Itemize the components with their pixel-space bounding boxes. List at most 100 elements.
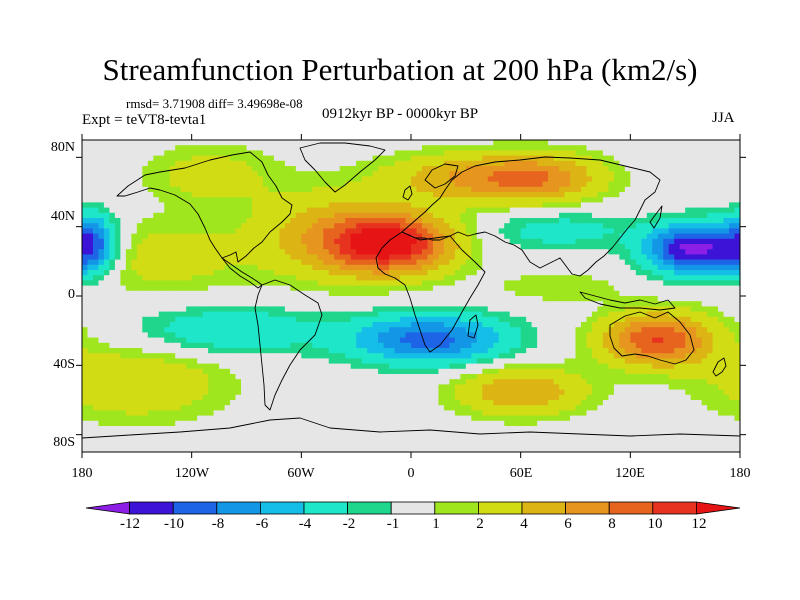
field-cell bbox=[652, 186, 659, 193]
field-cell bbox=[696, 238, 703, 245]
field-cell bbox=[290, 353, 297, 359]
field-cell bbox=[103, 254, 111, 261]
field-cell bbox=[213, 316, 220, 323]
field-cell bbox=[515, 140, 522, 146]
field-cell bbox=[202, 140, 209, 146]
field-cell bbox=[109, 348, 116, 354]
field-cell bbox=[482, 197, 489, 203]
field-cell bbox=[389, 280, 396, 287]
field-cell bbox=[729, 254, 736, 261]
field-cell bbox=[251, 228, 259, 235]
field-cell bbox=[164, 290, 171, 297]
field-cell bbox=[548, 342, 555, 349]
field-cell bbox=[416, 275, 423, 281]
field-cell bbox=[224, 301, 231, 307]
field-cell bbox=[219, 322, 226, 328]
field-cell bbox=[411, 186, 418, 193]
field-cell bbox=[411, 254, 418, 261]
field-cell bbox=[586, 275, 593, 281]
field-cell bbox=[471, 264, 478, 271]
field-cell bbox=[482, 290, 489, 297]
field-cell bbox=[273, 311, 280, 318]
field-cell bbox=[487, 223, 494, 229]
field-cell bbox=[723, 332, 730, 339]
field-cell bbox=[449, 160, 456, 167]
field-cell bbox=[268, 254, 275, 261]
field-cell bbox=[498, 197, 505, 203]
field-cell bbox=[712, 171, 719, 177]
field-cell bbox=[312, 218, 319, 224]
field-cell bbox=[657, 348, 664, 354]
field-cell bbox=[306, 306, 313, 313]
field-cell bbox=[224, 280, 231, 287]
field-cell bbox=[674, 155, 681, 162]
field-cell bbox=[136, 296, 143, 302]
field-cell bbox=[92, 228, 100, 235]
field-cell bbox=[114, 306, 121, 313]
field-cell bbox=[580, 202, 588, 209]
field-cell bbox=[679, 145, 686, 151]
field-cell bbox=[559, 285, 566, 292]
field-cell bbox=[98, 207, 105, 214]
field-cell bbox=[635, 207, 642, 214]
field-cell bbox=[142, 166, 149, 172]
field-cell bbox=[586, 259, 593, 266]
field-cell bbox=[504, 285, 511, 292]
field-cell bbox=[251, 264, 259, 271]
field-cell bbox=[591, 254, 599, 261]
field-cell bbox=[224, 290, 231, 297]
field-cell bbox=[367, 322, 374, 328]
field-cell bbox=[520, 348, 527, 354]
field-cell bbox=[317, 176, 324, 183]
field-cell bbox=[520, 285, 527, 292]
field-cell bbox=[526, 280, 533, 287]
field-cell bbox=[147, 218, 154, 224]
field-cell bbox=[619, 290, 626, 297]
field-cell bbox=[345, 197, 352, 203]
field-cell bbox=[597, 150, 604, 157]
field-cell bbox=[383, 254, 390, 261]
field-cell bbox=[279, 327, 286, 333]
field-cell bbox=[608, 348, 615, 354]
field-cell bbox=[367, 212, 374, 219]
field-cell bbox=[334, 296, 341, 302]
field-cell bbox=[246, 322, 253, 328]
field-cell bbox=[323, 270, 330, 276]
field-cell bbox=[197, 280, 204, 287]
field-cell bbox=[411, 181, 418, 188]
field-cell bbox=[164, 150, 171, 157]
field-cell bbox=[345, 264, 352, 271]
field-cell bbox=[98, 348, 105, 354]
field-cell bbox=[542, 238, 549, 245]
field-cell bbox=[394, 192, 401, 198]
field-cell bbox=[482, 337, 489, 344]
field-cell bbox=[432, 186, 440, 193]
field-cell bbox=[186, 259, 193, 266]
field-cell bbox=[114, 332, 121, 339]
field-cell bbox=[323, 301, 330, 307]
field-cell bbox=[696, 342, 703, 349]
field-cell bbox=[570, 280, 577, 287]
field-cell bbox=[186, 244, 193, 250]
field-cell bbox=[251, 150, 259, 157]
field-cell bbox=[284, 181, 291, 188]
field-cell bbox=[120, 353, 127, 359]
field-cell bbox=[591, 322, 599, 328]
field-cell bbox=[114, 270, 121, 276]
field-cell bbox=[443, 244, 450, 250]
field-cell bbox=[542, 166, 549, 172]
field-cell bbox=[191, 155, 198, 162]
field-cell bbox=[153, 176, 160, 183]
field-cell bbox=[109, 155, 116, 162]
field-cell bbox=[175, 353, 182, 359]
field-cell bbox=[443, 186, 450, 193]
field-cell bbox=[98, 166, 105, 172]
field-cell bbox=[674, 322, 681, 328]
field-cell bbox=[597, 218, 604, 224]
field-cell bbox=[526, 275, 533, 281]
field-cell bbox=[301, 275, 308, 281]
field-cell bbox=[482, 249, 489, 255]
field-cell bbox=[432, 249, 440, 255]
field-cell bbox=[454, 327, 461, 333]
field-cell bbox=[284, 223, 291, 229]
